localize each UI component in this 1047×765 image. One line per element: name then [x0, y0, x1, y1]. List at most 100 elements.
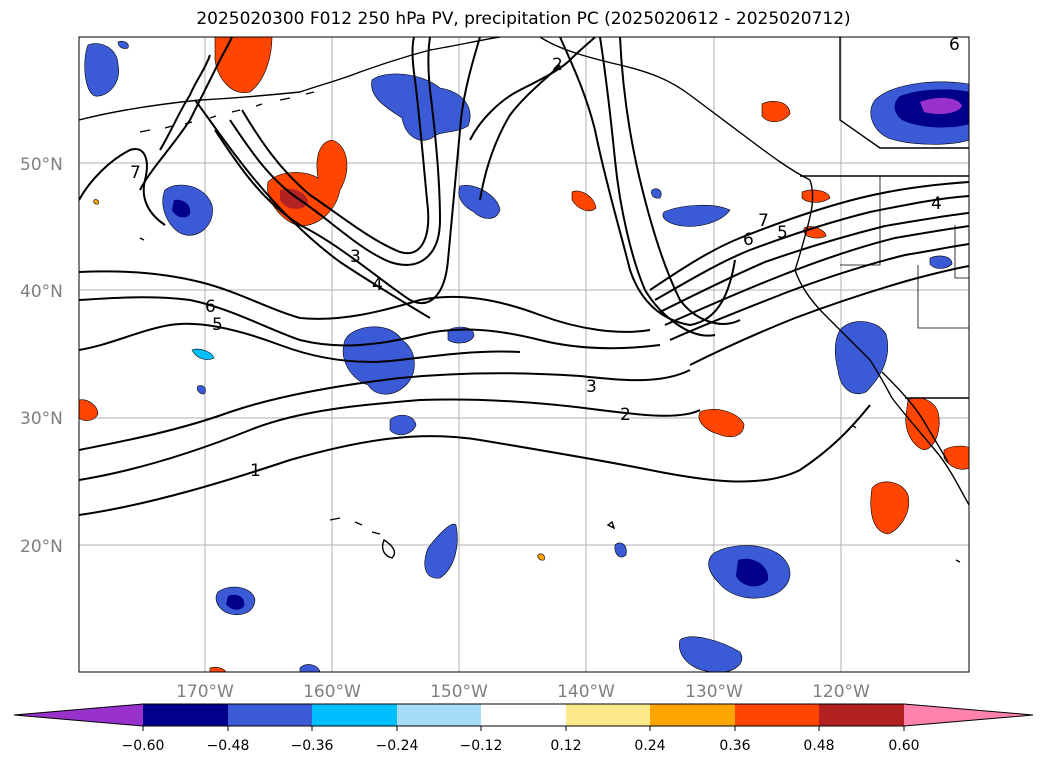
contour-label-6-ne: 6: [949, 35, 960, 55]
precip-blob-neg-21: [197, 385, 206, 395]
contour-label-2-north: 2: [552, 55, 563, 75]
coastline-alaska-south: [539, 37, 811, 181]
colorbar-segment-4: [397, 704, 481, 726]
colorbar-tick-label-1: −0.48: [207, 738, 250, 754]
colorbar-tick-label-4: −0.12: [460, 738, 503, 754]
colorbar-tick-label-8: 0.48: [803, 738, 834, 754]
precip-blob-pos-4: [761, 101, 791, 123]
precip-blob-neg-14c: [920, 97, 962, 114]
contour-label-6-west: 6: [205, 297, 216, 317]
colorbar-segment-9: [819, 704, 904, 726]
map-frame: [78, 36, 970, 673]
contour-label-5-east: 5: [777, 223, 788, 243]
pv-contour-north-1: [139, 37, 233, 191]
precip-blob-neg-16: [191, 348, 215, 360]
precip-blob-pos-1: [214, 37, 273, 93]
coastline-alaska-aleutians: [79, 37, 501, 121]
colorbar-tick-label-2: −0.36: [291, 738, 334, 754]
coastline-west-coast-us: [794, 269, 893, 399]
colorbar-ticks: [142, 726, 905, 731]
lon-label-160w: 160°W: [303, 682, 361, 702]
precip-blob-neg-13: [834, 321, 889, 394]
precip-blob-neg-10b: [736, 558, 769, 587]
pv-contours: [79, 37, 969, 516]
colorbar-tick-label-5: 0.12: [550, 738, 581, 754]
lon-label-130w: 130°W: [685, 682, 743, 702]
contour-label-3: 3: [350, 247, 361, 267]
border-alaska-canada: [839, 37, 969, 149]
pv-contour-mid-3: [559, 37, 736, 327]
pv-contour-1: [79, 404, 871, 516]
lat-label-50n: 50°N: [20, 155, 63, 175]
precip-blob-neg-15: [929, 255, 953, 269]
precip-blob-pos-2b: [280, 188, 308, 209]
lat-label-20n: 20°N: [20, 537, 63, 557]
colorbar-segment-7: [650, 704, 735, 726]
colorbar-segment-5: [481, 704, 566, 726]
coastlines: [79, 37, 969, 563]
pv-contour-east-6: [689, 265, 969, 366]
pv-contour-north-2: [159, 54, 211, 151]
coastline-gulf-california: [881, 371, 949, 463]
latitude-labels: 50°N 40°N 30°N 20°N: [20, 155, 63, 557]
pv-contour-east-1: [649, 181, 969, 291]
lon-label-150w: 150°W: [430, 682, 488, 702]
colorbar: −0.60 −0.48 −0.36 −0.24 −0.12 0.12 0.24 …: [13, 703, 1034, 754]
colorbar-segment-8: [735, 704, 819, 726]
precip-blob-pos-12: [537, 553, 545, 561]
contour-label-4: 4: [372, 275, 383, 295]
pv-contour-east-2: [654, 195, 969, 301]
colorbar-tick-label-7: 0.36: [719, 738, 750, 754]
precip-blob-pos-3: [571, 190, 597, 212]
colorbar-tick-label-9: 0.60: [888, 738, 919, 754]
precip-blob-neg-4: [458, 184, 501, 219]
pv-contour-mid-2: [479, 64, 561, 201]
contour-label-2-central: 2: [620, 405, 631, 425]
precip-blob-neg-1: [84, 43, 119, 97]
lon-label-140w: 140°W: [557, 682, 615, 702]
contour-label-6-east: 6: [743, 230, 754, 250]
pv-contour-north-5: [241, 37, 430, 255]
lon-label-120w: 120°W: [812, 682, 870, 702]
pv-contour-north-3: [229, 37, 442, 266]
precip-blob-neg-18: [651, 188, 662, 199]
contour-label-3-central: 3: [586, 377, 597, 397]
longitude-labels: 170°W 160°W 150°W 140°W 130°W 120°W: [176, 682, 870, 702]
precip-blob-neg-11: [679, 636, 743, 672]
colorbar-segment-2: [228, 704, 312, 726]
precip-blob-neg-19: [299, 664, 321, 672]
precip-blob-neg-17: [614, 542, 627, 558]
precip-blob-neg-5: [343, 326, 415, 395]
pv-contour-7-lower: [79, 270, 651, 333]
pv-contour-2-lower: [79, 398, 701, 481]
precip-blob-neg-7: [389, 414, 417, 436]
coastline-baja-mexico: [891, 397, 969, 506]
precip-anomaly-fields: [79, 37, 969, 672]
contour-label-7-west: 7: [130, 163, 141, 183]
pv-contour-6-lower: [79, 296, 661, 350]
coastline-bc: [794, 179, 814, 271]
coastline-islands-misc: [139, 237, 961, 563]
lon-label-170w: 170°W: [176, 682, 234, 702]
colorbar-tick-label-0: −0.60: [122, 738, 165, 754]
precip-blob-neg-12: [662, 204, 731, 227]
pv-contour-mid-5: [619, 37, 741, 325]
precip-blob-pos-11: [79, 399, 99, 421]
pv-contour-mid-4: [599, 37, 716, 337]
pv-contour-east-5: [669, 243, 969, 341]
contour-label-group: 2 6 7 3 4 6 5 3 2 1 7 6 5 4: [130, 35, 960, 481]
colorbar-segment-0: [14, 704, 143, 726]
colorbar-segment-3: [312, 704, 397, 726]
pv-contour-east-4: [664, 225, 969, 326]
pv-contour-mid-1: [469, 37, 596, 141]
precip-blob-neg-20: [117, 40, 129, 49]
precip-blob-neg-2b: [172, 199, 191, 218]
precip-blob-neg-9b: [226, 594, 245, 610]
lat-label-30n: 30°N: [20, 409, 63, 429]
colorbar-tick-label-3: −0.24: [376, 738, 419, 754]
precip-blob-pos-10: [943, 445, 969, 470]
colorbar-tick-label-6: 0.24: [634, 738, 665, 754]
precip-blob-pos-7: [698, 409, 745, 437]
pv-contour-north-4: [214, 37, 481, 305]
